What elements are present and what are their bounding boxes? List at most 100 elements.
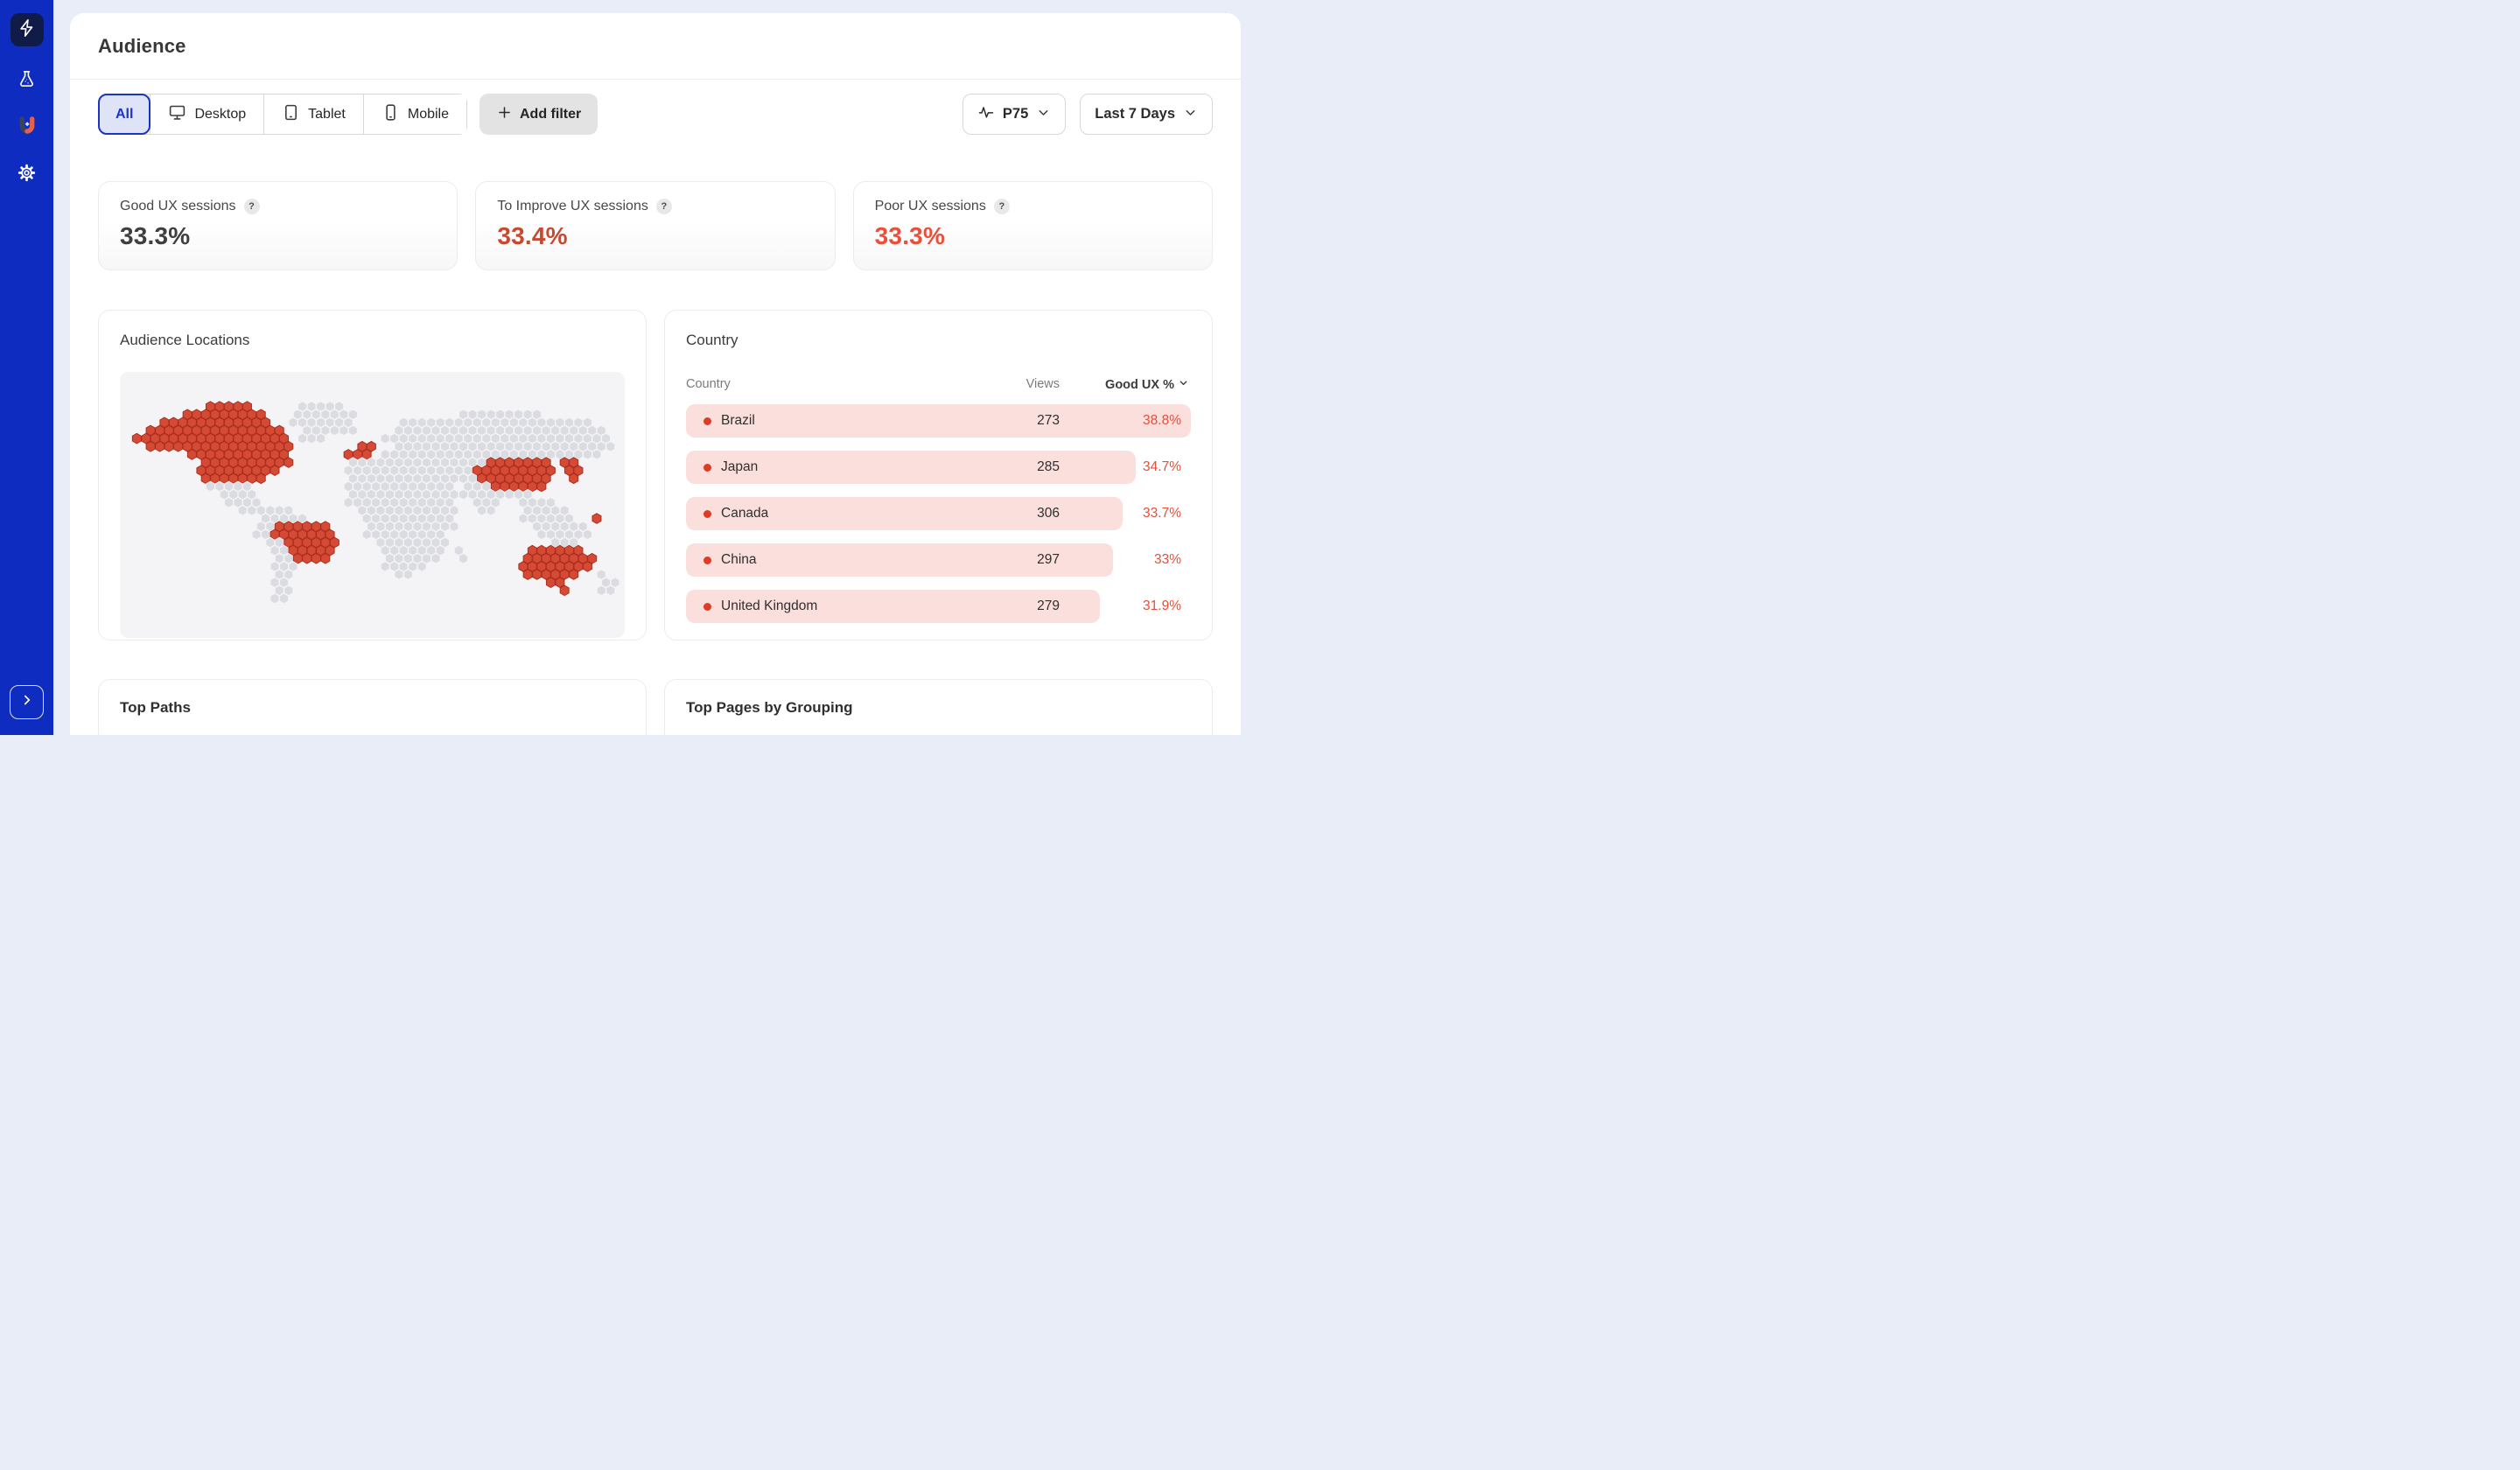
map-hex-land: [289, 417, 298, 428]
map-hex-land: [537, 529, 546, 540]
map-hex-land: [519, 514, 528, 524]
sidebar-expand-button[interactable]: [10, 685, 44, 719]
table-row[interactable]: United Kingdom27931.9%: [686, 590, 1191, 623]
sidebar-item-home[interactable]: [10, 13, 44, 46]
map-hex-land: [280, 593, 289, 604]
row-tables: Top Paths Path Views Good UX % Top Page: [98, 679, 1213, 735]
help-icon[interactable]: ?: [656, 199, 672, 214]
page-title: Audience: [98, 35, 186, 58]
map-hex-land: [340, 425, 348, 436]
stats-row: Good UX sessions ? 33.3% To Improve UX s…: [98, 181, 1213, 270]
sidebar: [0, 0, 53, 735]
segment-desktop[interactable]: Desktop: [150, 94, 263, 134]
country-table-header: Country Views Good UX %: [686, 377, 1191, 393]
country-views: 285: [1037, 459, 1060, 475]
desktop-icon: [168, 103, 186, 126]
map-hex-highlight: [560, 585, 569, 596]
country-table-body: Brazil27338.8%Japan28534.7%Canada30633.7…: [686, 404, 1191, 623]
map-hex-land: [505, 489, 514, 500]
map-hex-highlight: [533, 570, 542, 580]
zap-icon: [18, 18, 37, 42]
card-title: Audience Locations: [120, 332, 625, 349]
chevron-down-icon: [1036, 105, 1051, 124]
map-hex-highlight: [537, 481, 546, 492]
date-range-label: Last 7 Days: [1095, 106, 1175, 122]
add-filter-button[interactable]: Add filter: [480, 94, 598, 135]
country-good-ux: 34.7%: [1143, 459, 1181, 475]
card-title: Country: [686, 332, 1191, 349]
country-good-ux: 33%: [1154, 552, 1181, 568]
sidebar-item-experiments[interactable]: [17, 71, 38, 92]
map-hex-land: [431, 553, 440, 564]
country-dot-icon: [704, 464, 711, 472]
map-hex-highlight: [187, 450, 196, 460]
country-views: 306: [1037, 506, 1060, 522]
map-hex-land: [381, 433, 389, 444]
segment-mobile-label: Mobile: [408, 107, 449, 122]
page-header: Audience: [70, 13, 1241, 80]
help-icon[interactable]: ?: [244, 199, 260, 214]
map-hex-land: [248, 506, 256, 516]
map-hex-land: [583, 529, 592, 540]
add-filter-label: Add filter: [520, 107, 581, 122]
map-hex-highlight: [132, 433, 141, 444]
stat-value: 33.4%: [497, 222, 813, 250]
map-hex-land: [224, 497, 233, 508]
audience-locations-card: Audience Locations: [98, 310, 647, 640]
help-icon[interactable]: ?: [994, 199, 1010, 214]
stat-label: Poor UX sessions: [875, 199, 986, 214]
sidebar-item-logo[interactable]: [17, 117, 38, 138]
table-row[interactable]: China 297 33%: [686, 543, 1191, 577]
column-views: Views: [1026, 377, 1060, 391]
column-good-ux-sort[interactable]: Good UX %: [1105, 377, 1189, 392]
stat-value: 33.3%: [120, 222, 436, 250]
map-hex-land: [362, 529, 371, 540]
country-dot-icon: [704, 510, 711, 518]
segment-tablet[interactable]: Tablet: [263, 94, 363, 134]
table-row[interactable]: Canada30633.7%: [686, 497, 1191, 530]
map-hex-land: [381, 562, 389, 572]
segment-all[interactable]: All: [98, 94, 150, 135]
stat-card-good-ux: Good UX sessions ? 33.3%: [98, 181, 458, 270]
map-hex-land: [252, 529, 261, 540]
segment-mobile[interactable]: Mobile: [363, 94, 466, 134]
country-views: 297: [1037, 552, 1060, 568]
map-hex-land: [486, 506, 495, 516]
activity-icon: [977, 103, 995, 125]
date-range-dropdown[interactable]: Last 7 Days: [1080, 94, 1213, 135]
segment-all-label: All: [116, 107, 133, 122]
country-name: China: [721, 552, 757, 568]
map-hex-highlight: [270, 466, 279, 476]
stat-value: 33.3%: [875, 222, 1191, 250]
country-good-ux: 31.9%: [1143, 598, 1181, 614]
u-logo-icon: [16, 115, 38, 142]
map-hex-highlight: [256, 473, 265, 484]
country-good-ux: 33.7%: [1143, 506, 1181, 522]
filter-row: All Desktop Tablet: [98, 94, 1213, 135]
country-card: Country Country Views Good UX % Brazil27…: [664, 310, 1213, 640]
map-hex-land: [606, 585, 615, 596]
percentile-dropdown[interactable]: P75: [962, 94, 1066, 135]
country-views: 273: [1037, 413, 1060, 429]
map-hex-highlight: [303, 553, 312, 564]
sidebar-item-settings[interactable]: [17, 164, 38, 186]
table-row[interactable]: Japan 285 34.7%: [686, 451, 1191, 484]
map-hex-highlight: [164, 441, 173, 452]
main-panel: Audience All Desktop: [70, 13, 1241, 735]
country-name: Japan: [721, 459, 758, 475]
row-locations: Audience Locations Country Country Views…: [98, 310, 1213, 640]
sort-chevron-down-icon: [1178, 377, 1189, 392]
device-segmented-control: All Desktop Tablet: [98, 94, 467, 135]
chevron-down-icon: [1183, 105, 1198, 124]
column-good-ux-label: Good UX %: [1105, 378, 1174, 392]
map-hex-land: [459, 489, 468, 500]
map-hex-highlight: [570, 473, 578, 484]
country-name: United Kingdom: [721, 598, 817, 614]
map-hex-land: [583, 450, 592, 460]
map-hex-highlight: [284, 458, 293, 468]
table-row[interactable]: Brazil27338.8%: [686, 404, 1191, 438]
world-map: [120, 372, 625, 638]
map-hex-land: [307, 433, 316, 444]
world-map-svg: [120, 372, 625, 638]
stat-label: Good UX sessions: [120, 199, 236, 214]
